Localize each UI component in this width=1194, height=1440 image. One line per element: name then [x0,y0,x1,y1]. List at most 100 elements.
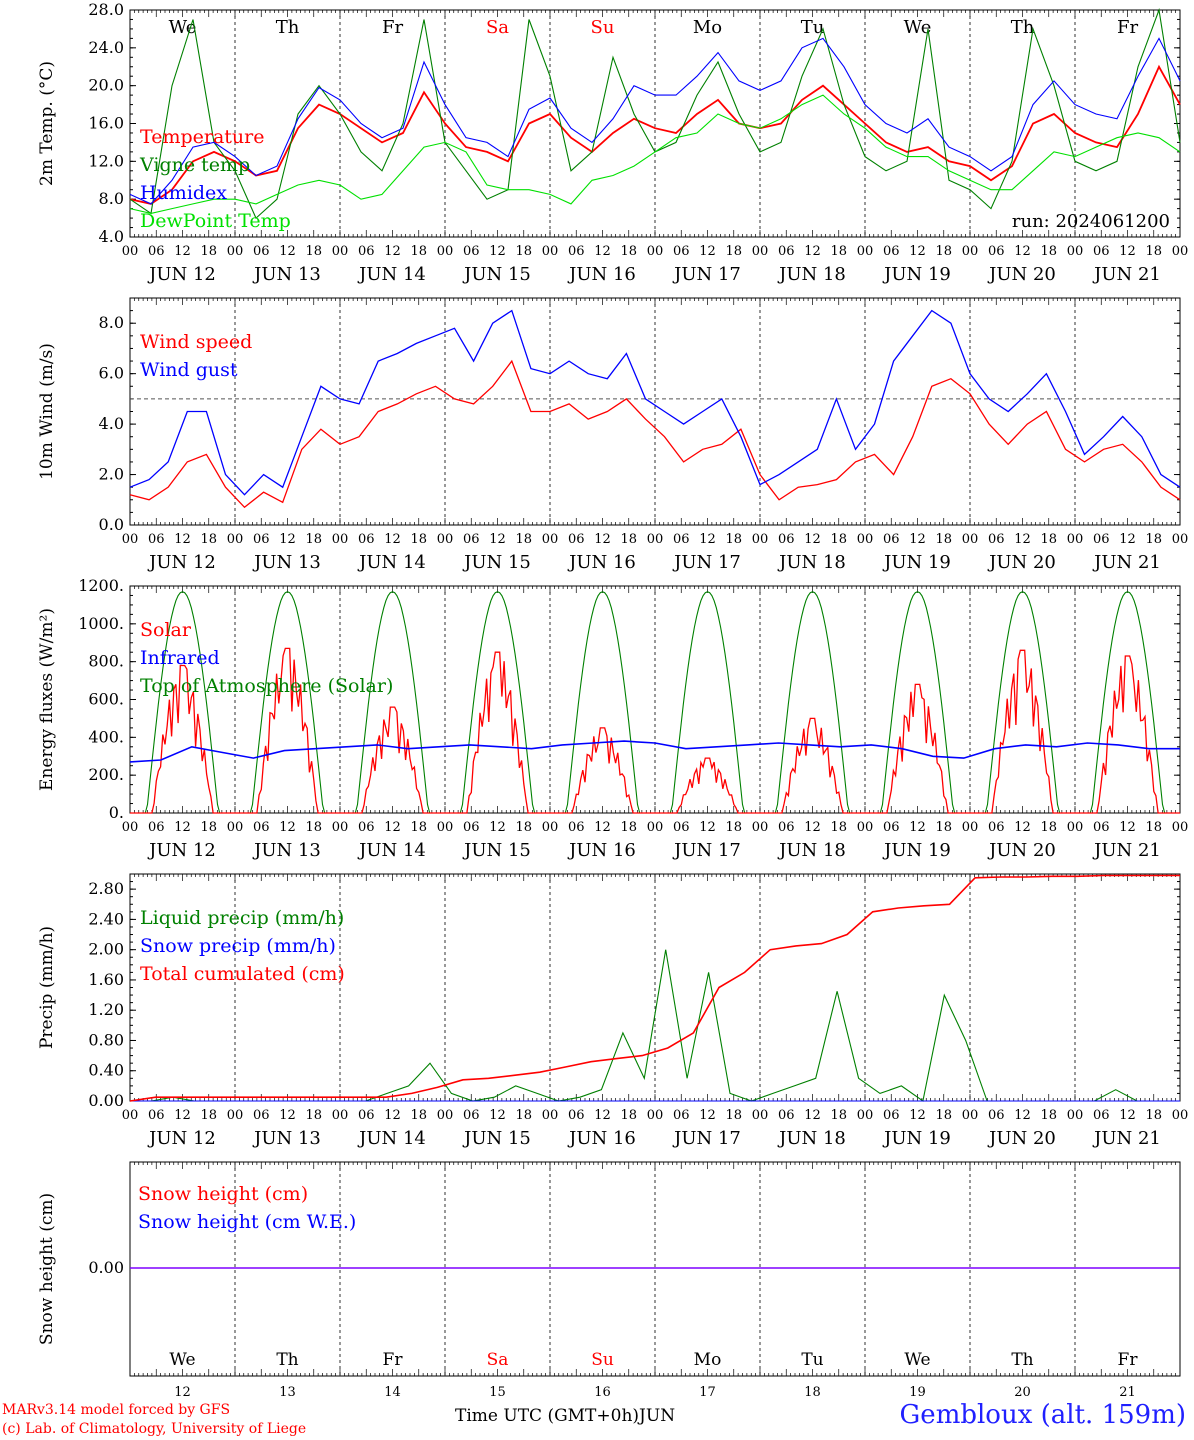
hour-tick-label: 06 [988,532,1005,547]
hour-tick-label: 06 [568,820,585,835]
y-tick-label: 2.40 [88,909,124,928]
hour-tick-label: 06 [148,244,165,259]
date-label: JUN 18 [777,1128,846,1149]
y-tick-label: 20.0 [88,76,124,95]
date-label: JUN 12 [147,552,216,573]
hour-tick-label: 12 [279,244,296,259]
hour-tick-label: 12 [909,244,926,259]
day-number: 19 [909,1385,926,1400]
hour-tick-label: 12 [699,820,716,835]
hour-tick-label: 18 [200,532,217,547]
series-line-total-cumulated-cm- [129,874,1180,1102]
weekday-label: We [904,1350,930,1370]
hour-tick-label: 18 [830,820,847,835]
hour-tick-label: 00 [227,532,244,547]
hour-tick-label: 00 [332,1108,349,1123]
hour-tick-label: 00 [227,820,244,835]
y-tick-label: 28.0 [88,0,124,19]
hour-tick-label: 06 [148,820,165,835]
weekday-label: We [169,1350,195,1370]
hour-tick-label: 00 [437,820,454,835]
hour-tick-label: 12 [384,532,401,547]
hour-tick-label: 00 [857,1108,874,1123]
hour-tick-label: 12 [804,820,821,835]
hour-tick-label: 12 [1014,532,1031,547]
legend-entry: Solar [140,619,192,641]
series-line-solar [130,647,1180,814]
hour-tick-label: 06 [778,820,795,835]
hour-tick-label: 06 [253,820,270,835]
hour-tick-label: 06 [988,244,1005,259]
legend-entry: Infrared [140,647,220,669]
hour-tick-label: 00 [1172,820,1189,835]
hour-tick-label: 12 [594,820,611,835]
hour-tick-label: 06 [463,1108,480,1123]
date-label: JUN 19 [882,840,951,861]
hour-tick-label: 00 [752,532,769,547]
hour-tick-label: 18 [725,1108,742,1123]
meteogram: 00 06 12 18 00 06 12 18 00 06 12 18 00 06 12 18 00 06 12 18… [37,0,1189,1400]
hour-tick-label: 12 [699,1108,716,1123]
hour-tick-label: 00 [437,244,454,259]
weekday-label: Fr [382,17,403,38]
hour-tick-label: 18 [725,532,742,547]
hour-tick-label: 12 [909,532,926,547]
hour-tick-label: 18 [305,1108,322,1123]
date-label: JUN 20 [987,264,1056,285]
hour-tick-label: 12 [804,532,821,547]
date-label: JUN 18 [777,264,846,285]
day-number: 12 [174,1385,191,1400]
weekday-label: Sa [486,17,509,38]
hour-tick-label: 06 [673,244,690,259]
hour-tick-label: 00 [542,244,559,259]
series-line-humidex [129,37,1181,205]
legend-entry: Snow precip (mm/h) [140,935,336,957]
y-tick-label: 12.0 [88,151,124,170]
weekday-label: Th [276,17,300,38]
y-tick-label: 24.0 [88,38,124,57]
hour-tick-label: 00 [332,532,349,547]
date-label: JUN 12 [147,1128,216,1149]
date-label: JUN 17 [672,840,741,861]
date-label: JUN 14 [357,1128,426,1149]
hour-tick-label: 06 [988,1108,1005,1123]
y-tick-label: 600. [88,690,124,709]
y-tick-label: 400. [88,727,124,746]
date-label: JUN 19 [882,552,951,573]
hour-tick-label: 12 [489,1108,506,1123]
weekday-label: We [904,17,932,38]
hour-tick-label: 18 [515,532,532,547]
hour-tick-label: 00 [752,820,769,835]
hour-tick-label: 18 [1040,1108,1057,1123]
series-line-temperature [129,64,1181,205]
hour-tick-label: 18 [830,244,847,259]
hour-tick-label: 18 [1145,244,1162,259]
legend-entry: Snow height (cm) [138,1183,308,1205]
hour-tick-label: 06 [778,244,795,259]
date-label: JUN 21 [1092,264,1161,285]
hour-tick-label: 06 [988,820,1005,835]
weekday-label: Mo [694,1350,722,1370]
hour-tick-label: 12 [174,1108,191,1123]
hour-tick-label: 12 [174,532,191,547]
hour-tick-label: 00 [857,820,874,835]
legend-entry: Humidex [140,182,227,204]
y-tick-label: 2.0 [99,465,124,484]
weekday-label: Su [591,17,615,38]
hour-tick-label: 12 [594,244,611,259]
day-number: 15 [489,1385,506,1400]
weekday-label: Fr [1117,17,1138,38]
hour-tick-label: 00 [122,532,139,547]
date-label: JUN 15 [462,264,531,285]
date-label: JUN 14 [357,552,426,573]
hour-tick-label: 18 [935,532,952,547]
weekday-label: Fr [1118,1350,1139,1370]
y-tick-label: 0. [109,803,124,822]
hour-tick-label: 12 [384,244,401,259]
hour-tick-label: 12 [909,1108,926,1123]
hour-tick-label: 12 [1119,820,1136,835]
date-label: JUN 14 [357,264,426,285]
date-label: JUN 12 [147,840,216,861]
hour-tick-label: 12 [909,820,926,835]
date-label: JUN 19 [882,1128,951,1149]
